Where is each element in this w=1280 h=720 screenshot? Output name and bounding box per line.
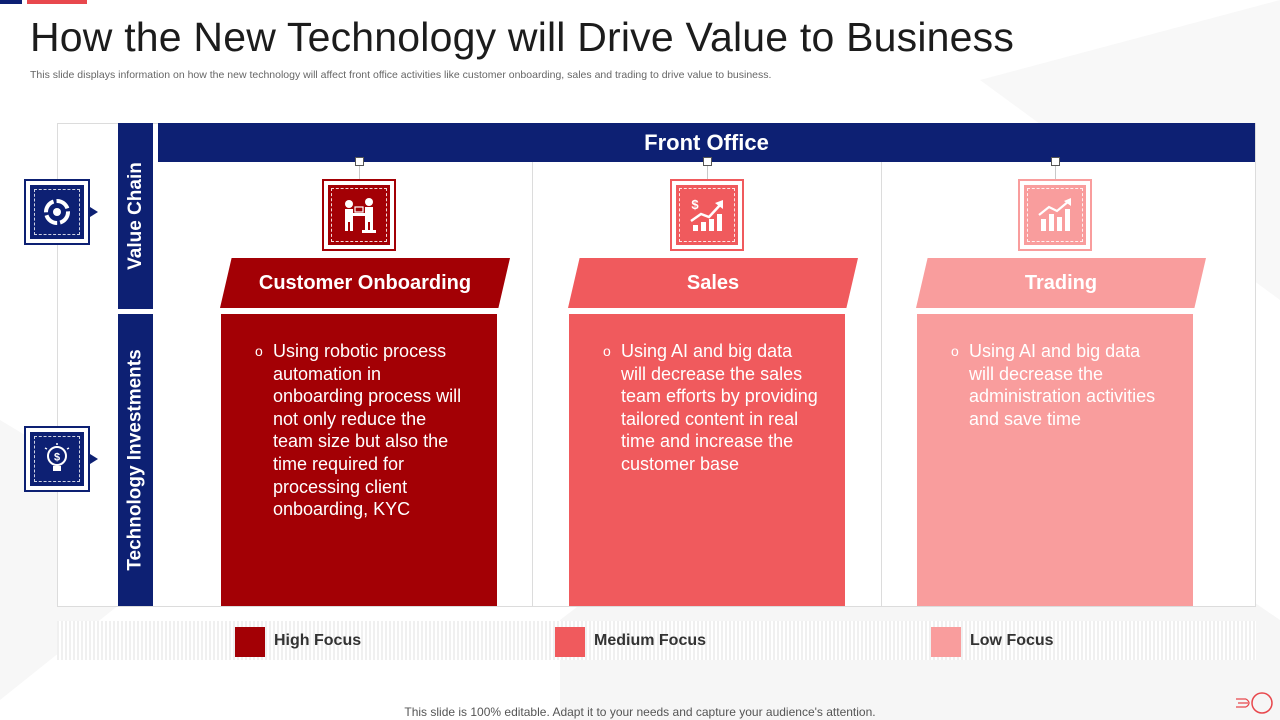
- legend-label-high: High Focus: [274, 632, 362, 649]
- column-separator: [881, 162, 882, 606]
- footer-note: This slide is 100% editable. Adapt it to…: [404, 705, 876, 719]
- column-separator: [532, 162, 533, 606]
- technology-arrow: [90, 454, 98, 464]
- trading-title: Trading: [1024, 271, 1098, 294]
- svg-text:$: $: [691, 197, 699, 212]
- legend-swatch-low: [931, 627, 961, 657]
- pie-chart-icon: [44, 199, 70, 225]
- value-chain-bar: Value Chain: [118, 123, 153, 309]
- connector-dot: [1051, 157, 1060, 166]
- sales-bullet: Using AI and big data will decrease the …: [603, 340, 818, 476]
- technology-investments-label: Technology Investments: [124, 349, 146, 571]
- customer-onboarding-card: Using robotic process automation in onbo…: [221, 314, 497, 606]
- front-office-header: Front Office: [158, 123, 1255, 162]
- customer-onboarding-bullet: Using robotic process automation in onbo…: [255, 340, 470, 521]
- value-chain-icon-box: [24, 179, 90, 245]
- customer-onboarding-icon-box: [322, 179, 396, 251]
- sales-card: Using AI and big data will decrease the …: [569, 314, 845, 606]
- legend-swatch-medium: [555, 627, 585, 657]
- trading-chart-icon: [1038, 198, 1071, 231]
- connector-dot: [703, 157, 712, 166]
- top-accent-red: [27, 0, 87, 4]
- page-title: How the New Technology will Drive Value …: [30, 14, 1015, 60]
- connector-line: [359, 161, 360, 179]
- technology-investments-bar: Technology Investments: [118, 314, 153, 606]
- legend-label-low: Low Focus: [970, 632, 1054, 649]
- page-subtitle: This slide displays information on how t…: [30, 69, 772, 81]
- trading-bullet: Using AI and big data will decrease the …: [951, 340, 1166, 430]
- connector-line: [707, 161, 708, 179]
- sales-growth-icon: $: [690, 197, 723, 231]
- trading-icon-box: [1018, 179, 1092, 251]
- customer-onboarding-header: Customer Onboarding: [220, 258, 510, 308]
- connector-dot: [355, 157, 364, 166]
- connector-line: [1055, 161, 1056, 179]
- trading-header: Trading: [916, 258, 1206, 308]
- trading-card: Using AI and big data will decrease the …: [917, 314, 1193, 606]
- sales-header: Sales: [568, 258, 858, 308]
- top-accent-navy: [0, 0, 22, 4]
- legend-label-medium: Medium Focus: [594, 632, 707, 649]
- sales-icon-box: $: [670, 179, 744, 251]
- value-chain-label: Value Chain: [124, 162, 146, 270]
- sales-title: Sales: [686, 271, 740, 294]
- legend-swatch-high: [235, 627, 265, 657]
- customer-onboarding-title: Customer Onboarding: [258, 271, 472, 294]
- lightbulb-dollar-icon: $: [44, 443, 70, 471]
- front-office-label: Front Office: [644, 129, 769, 155]
- value-chain-arrow: [90, 207, 98, 217]
- technology-icon-box: $: [24, 426, 90, 492]
- presentation-logo-icon: [1236, 692, 1273, 714]
- svg-text:$: $: [54, 452, 60, 464]
- customer-handshake-icon: [345, 198, 376, 233]
